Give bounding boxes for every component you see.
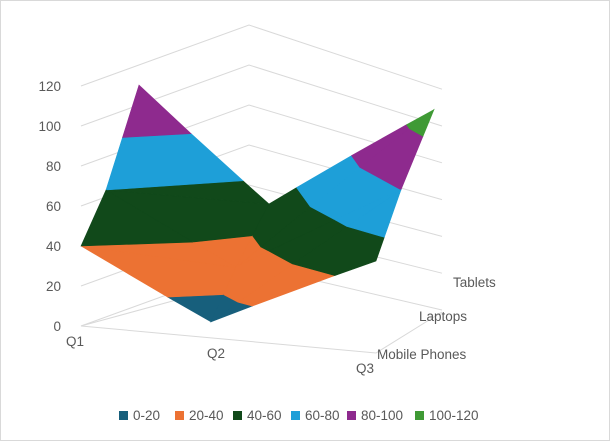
z-axis-tick: 80: [46, 159, 61, 174]
depth-axis-tick: Laptops: [419, 309, 467, 324]
z-axis-tick: 120: [38, 79, 61, 94]
surface-band-80-100: [122, 84, 192, 138]
surface-band-100-120: [406, 109, 435, 130]
legend-item[interactable]: 20-40: [175, 408, 224, 423]
legend-item[interactable]: 60-80: [291, 408, 340, 423]
legend-label: 40-60: [247, 408, 282, 423]
legend-label: 20-40: [189, 408, 224, 423]
x-axis-tick: Q2: [207, 346, 225, 361]
surface-band-60-80: [334, 189, 402, 227]
surface-plot: [80, 84, 435, 323]
legend-item[interactable]: 80-100: [347, 408, 403, 423]
z-axis-tick: 0: [53, 319, 61, 334]
depth-axis-tick: Tablets: [453, 275, 496, 290]
z-axis-tick: 20: [46, 279, 61, 294]
legend-swatch: [347, 411, 356, 420]
surface-band-20-40: [223, 250, 293, 303]
gridline: [80, 24, 443, 90]
legend-swatch: [175, 411, 184, 420]
legend-swatch: [291, 411, 300, 420]
legend-item[interactable]: 100-120: [415, 408, 479, 423]
legend-label: 80-100: [361, 408, 403, 423]
z-axis-tick: 100: [38, 119, 61, 134]
legend-label: 100-120: [429, 408, 479, 423]
legend: 0-20 20-40 40-60 60-80 80-100 100-120: [119, 408, 479, 423]
legend-swatch: [119, 411, 128, 420]
z-axis-tick: 40: [46, 239, 61, 254]
surface-band-40-60: [80, 189, 194, 247]
legend-item[interactable]: 0-20: [119, 408, 160, 423]
depth-axis-tick: Mobile Phones: [377, 347, 467, 362]
legend-item[interactable]: 40-60: [233, 408, 282, 423]
floor-edge: [80, 295, 192, 327]
surface-band-40-60: [252, 187, 311, 248]
x-axis-tick: Q1: [66, 334, 84, 349]
legend-swatch: [233, 411, 242, 420]
surface-band-60-80: [105, 133, 244, 191]
legend-swatch: [415, 411, 424, 420]
floor-edge: [80, 311, 443, 354]
x-axis-tick: Q3: [356, 361, 374, 376]
legend-label: 60-80: [305, 408, 340, 423]
legend-label: 0-20: [133, 408, 160, 423]
z-axis-tick: 60: [46, 199, 61, 214]
